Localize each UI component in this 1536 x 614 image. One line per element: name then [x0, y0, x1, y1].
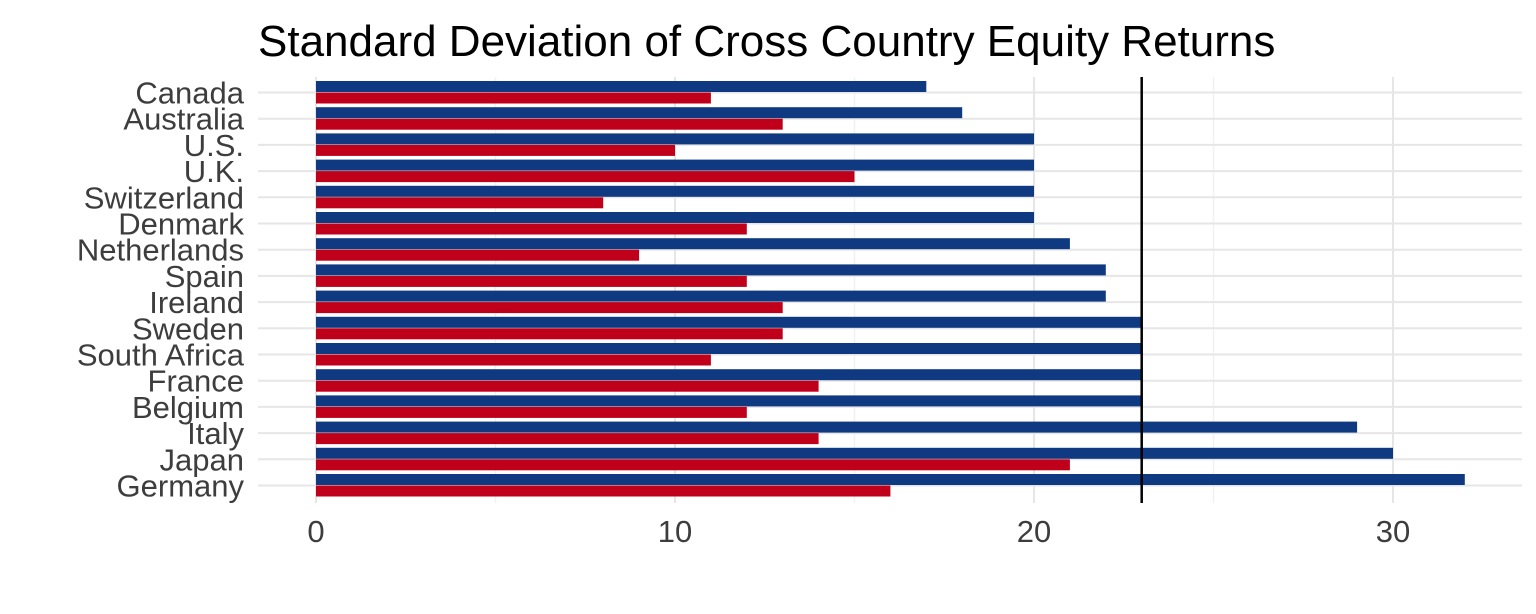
y-tick-label: Belgium: [132, 390, 244, 425]
bar-series-1: [316, 474, 1465, 485]
bar-series-1: [316, 343, 1142, 354]
y-tick-label: Germany: [117, 469, 245, 504]
bar-series-2: [316, 433, 819, 445]
bar-series-2: [316, 275, 747, 287]
y-axis-labels: CanadaAustraliaU.S.U.K.SwitzerlandDenmar…: [77, 76, 245, 504]
y-tick-label: Canada: [135, 76, 244, 111]
bar-series-2: [316, 223, 747, 235]
bar-series-2: [316, 118, 783, 130]
bar-series-2: [316, 144, 675, 156]
bar-series-2: [316, 302, 783, 314]
y-tick-label: Australia: [123, 102, 244, 137]
bar-series-1: [316, 185, 1034, 197]
bar-series-1: [316, 159, 1034, 171]
x-axis-labels: 0 10 20 30: [307, 514, 1410, 549]
bar-series-1: [316, 81, 927, 92]
bar-series-2: [316, 171, 855, 183]
bar-series-1: [316, 290, 1106, 302]
x-tick-label: 10: [658, 514, 692, 549]
bar-series-2: [316, 485, 891, 497]
y-tick-label: South Africa: [77, 338, 245, 373]
x-tick-label: 30: [1376, 514, 1410, 549]
bar-series-1: [316, 238, 1070, 250]
y-tick-label: U.K.: [184, 154, 244, 189]
bar-series-1: [316, 421, 1358, 433]
bar-series-1: [316, 369, 1142, 381]
y-tick-label: Japan: [160, 442, 244, 477]
bar-series-1: [316, 316, 1142, 328]
bar-series-1: [316, 447, 1393, 459]
y-tick-label: Sweden: [132, 311, 244, 346]
x-tick-label: 20: [1017, 514, 1051, 549]
y-tick-label: Denmark: [118, 207, 244, 242]
y-tick-label: France: [148, 364, 244, 399]
bar-series-1: [316, 212, 1034, 223]
y-tick-label: Italy: [187, 416, 244, 451]
bar-series-2: [316, 406, 747, 418]
bar-series-1: [316, 107, 963, 119]
bars: [316, 81, 1465, 497]
bar-series-2: [316, 92, 711, 104]
bar-series-2: [316, 380, 819, 392]
y-tick-label: Spain: [165, 259, 244, 294]
bar-series-2: [316, 249, 640, 261]
chart-title: Standard Deviation of Cross Country Equi…: [258, 17, 1275, 66]
bar-series-2: [316, 354, 711, 366]
bar-series-1: [316, 264, 1106, 276]
y-tick-label: Netherlands: [77, 233, 244, 268]
bar-series-1: [316, 133, 1034, 145]
bar-series-2: [316, 459, 1070, 471]
bar-series-2: [316, 197, 604, 209]
y-tick-label: Switzerland: [84, 180, 244, 215]
y-tick-label: U.S.: [184, 128, 244, 163]
y-tick-label: Ireland: [149, 285, 244, 320]
bar-series-1: [316, 395, 1142, 407]
x-tick-label: 0: [307, 514, 324, 549]
bar-series-2: [316, 328, 783, 340]
